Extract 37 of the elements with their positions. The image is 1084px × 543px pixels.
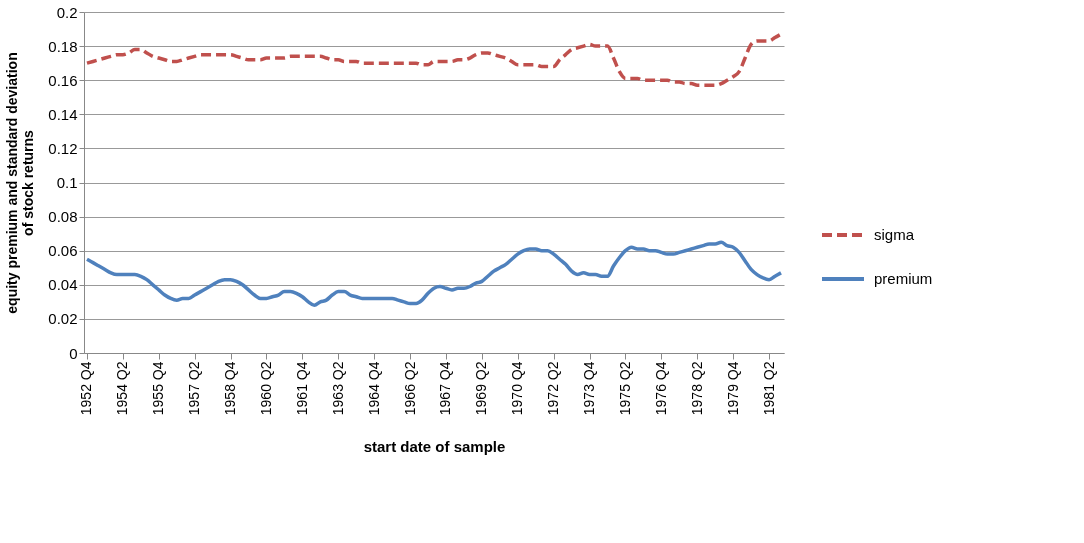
y-tick-label: 0.02 bbox=[48, 310, 78, 328]
y-axis-title: equity premium and standard deviation of stock returns bbox=[4, 52, 37, 314]
x-tick-label: 1976 Q4 bbox=[652, 361, 669, 416]
x-tick-label: 1975 Q2 bbox=[616, 361, 633, 416]
x-tick-label: 1963 Q2 bbox=[329, 361, 346, 416]
legend-label: sigma bbox=[874, 226, 915, 243]
line-series bbox=[85, 32, 783, 88]
y-tick-label: 0.04 bbox=[48, 276, 78, 294]
x-tick-label: 1978 Q2 bbox=[688, 361, 705, 416]
line-series bbox=[85, 240, 783, 308]
x-tick-label: 1966 Q2 bbox=[401, 361, 418, 416]
x-tick-label: 1957 Q2 bbox=[186, 361, 203, 416]
x-tick-label: 1954 Q2 bbox=[114, 361, 131, 416]
y-tick-label: 0.06 bbox=[48, 242, 78, 260]
y-tick-label: 0 bbox=[69, 344, 78, 362]
x-tick-label: 1972 Q2 bbox=[545, 361, 562, 416]
x-axis-title: start date of sample bbox=[363, 438, 506, 456]
x-tick-label: 1964 Q4 bbox=[365, 361, 382, 416]
x-tick-label: 1969 Q2 bbox=[473, 361, 490, 416]
x-tick-label: 1958 Q4 bbox=[222, 361, 239, 416]
y-tick-label: 0.1 bbox=[56, 174, 78, 191]
y-tick-label: 0.08 bbox=[48, 208, 78, 226]
x-tick-label: 1952 Q4 bbox=[78, 361, 95, 416]
y-tick-label: 0.2 bbox=[56, 3, 78, 21]
x-tick-label: 1973 Q4 bbox=[581, 361, 598, 416]
x-tick-label: 1979 Q4 bbox=[724, 361, 741, 416]
y-tick-label: 0.12 bbox=[48, 139, 78, 157]
legend-label: premium bbox=[874, 270, 933, 287]
x-tick-label: 1981 Q2 bbox=[760, 361, 777, 416]
y-tick-label: 0.16 bbox=[48, 71, 78, 89]
x-tick-label: 1960 Q2 bbox=[257, 361, 274, 416]
x-tick-label: 1955 Q4 bbox=[150, 361, 167, 416]
x-tick-label: 1961 Q4 bbox=[293, 361, 310, 416]
y-tick-label: 0.18 bbox=[48, 37, 78, 55]
x-tick-label: 1970 Q4 bbox=[509, 361, 526, 416]
y-tick-label: 0.14 bbox=[48, 105, 78, 123]
x-tick-label: 1967 Q4 bbox=[437, 361, 454, 416]
